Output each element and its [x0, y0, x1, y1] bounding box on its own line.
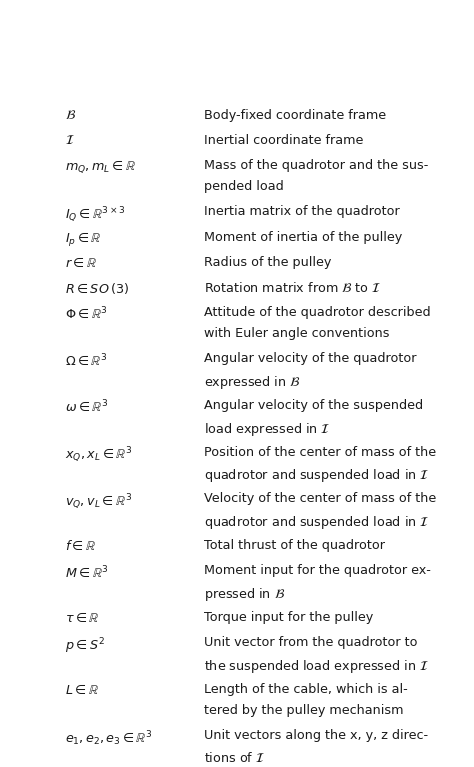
Text: Torque input for the pulley: Torque input for the pulley: [204, 611, 374, 624]
Text: with Euler angle conventions: with Euler angle conventions: [204, 328, 390, 341]
Text: Mass of the quadrotor and the sus-: Mass of the quadrotor and the sus-: [204, 159, 428, 172]
Text: $\omega \in \mathbb{R}^3$: $\omega \in \mathbb{R}^3$: [65, 399, 108, 416]
Text: Body-fixed coordinate frame: Body-fixed coordinate frame: [204, 109, 386, 122]
Text: expressed in $\mathcal{B}$: expressed in $\mathcal{B}$: [204, 374, 301, 391]
Text: $\tau \in \mathbb{R}$: $\tau \in \mathbb{R}$: [65, 611, 99, 625]
Text: tions of $\mathcal{I}$: tions of $\mathcal{I}$: [204, 751, 265, 765]
Text: Radius of the pulley: Radius of the pulley: [204, 255, 332, 268]
Text: $I_p \in \mathbb{R}$: $I_p \in \mathbb{R}$: [65, 231, 101, 249]
Text: Inertial coordinate frame: Inertial coordinate frame: [204, 133, 364, 146]
Text: $R \in SO\,(3)$: $R \in SO\,(3)$: [65, 281, 129, 296]
Text: tered by the pulley mechanism: tered by the pulley mechanism: [204, 704, 404, 717]
Text: $\Omega \in \mathbb{R}^3$: $\Omega \in \mathbb{R}^3$: [65, 353, 107, 369]
Text: pressed in $\mathcal{B}$: pressed in $\mathcal{B}$: [204, 586, 285, 603]
Text: Angular velocity of the quadrotor: Angular velocity of the quadrotor: [204, 353, 417, 366]
Text: $e_1, e_2, e_3 \in \mathbb{R}^3$: $e_1, e_2, e_3 \in \mathbb{R}^3$: [65, 729, 152, 748]
Text: Position of the center of mass of the: Position of the center of mass of the: [204, 446, 437, 459]
Text: Attitude of the quadrotor described: Attitude of the quadrotor described: [204, 306, 431, 319]
Text: $I_Q \in \mathbb{R}^{3\times3}$: $I_Q \in \mathbb{R}^{3\times3}$: [65, 206, 125, 225]
Text: Unit vector from the quadrotor to: Unit vector from the quadrotor to: [204, 636, 418, 649]
Text: $\mathcal{I}$: $\mathcal{I}$: [65, 133, 74, 146]
Text: $v_Q, v_L \in \mathbb{R}^3$: $v_Q, v_L \in \mathbb{R}^3$: [65, 492, 132, 512]
Text: $x_Q, x_L \in \mathbb{R}^3$: $x_Q, x_L \in \mathbb{R}^3$: [65, 446, 132, 465]
Text: quadrotor and suspended load in $\mathcal{I}$: quadrotor and suspended load in $\mathca…: [204, 514, 429, 531]
Text: Velocity of the center of mass of the: Velocity of the center of mass of the: [204, 492, 437, 505]
Text: Total thrust of the quadrotor: Total thrust of the quadrotor: [204, 539, 385, 552]
Text: Moment input for the quadrotor ex-: Moment input for the quadrotor ex-: [204, 565, 431, 578]
Text: $\Phi \in \mathbb{R}^3$: $\Phi \in \mathbb{R}^3$: [65, 306, 108, 322]
Text: pended load: pended load: [204, 180, 284, 193]
Text: $f \in \mathbb{R}$: $f \in \mathbb{R}$: [65, 539, 96, 553]
Text: Unit vectors along the x, y, z direc-: Unit vectors along the x, y, z direc-: [204, 729, 428, 742]
Text: $m_Q, m_L \in \mathbb{R}$: $m_Q, m_L \in \mathbb{R}$: [65, 159, 136, 176]
Text: $L \in \mathbb{R}$: $L \in \mathbb{R}$: [65, 683, 99, 696]
Text: Angular velocity of the suspended: Angular velocity of the suspended: [204, 399, 423, 412]
Text: $r \in \mathbb{R}$: $r \in \mathbb{R}$: [65, 255, 97, 270]
Text: Length of the cable, which is al-: Length of the cable, which is al-: [204, 683, 408, 696]
Text: $M \in \mathbb{R}^3$: $M \in \mathbb{R}^3$: [65, 565, 109, 581]
Text: Moment of inertia of the pulley: Moment of inertia of the pulley: [204, 231, 402, 244]
Text: Rotation matrix from $\mathcal{B}$ to $\mathcal{I}$: Rotation matrix from $\mathcal{B}$ to $\…: [204, 281, 382, 295]
Text: the suspended load expressed in $\mathcal{I}$: the suspended load expressed in $\mathca…: [204, 657, 429, 674]
Text: load expressed in $\mathcal{I}$: load expressed in $\mathcal{I}$: [204, 421, 331, 438]
Text: quadrotor and suspended load in $\mathcal{I}$: quadrotor and suspended load in $\mathca…: [204, 467, 429, 484]
Text: $p \in S^2$: $p \in S^2$: [65, 636, 105, 656]
Text: $\mathcal{B}$: $\mathcal{B}$: [65, 109, 76, 122]
Text: Inertia matrix of the quadrotor: Inertia matrix of the quadrotor: [204, 206, 400, 219]
